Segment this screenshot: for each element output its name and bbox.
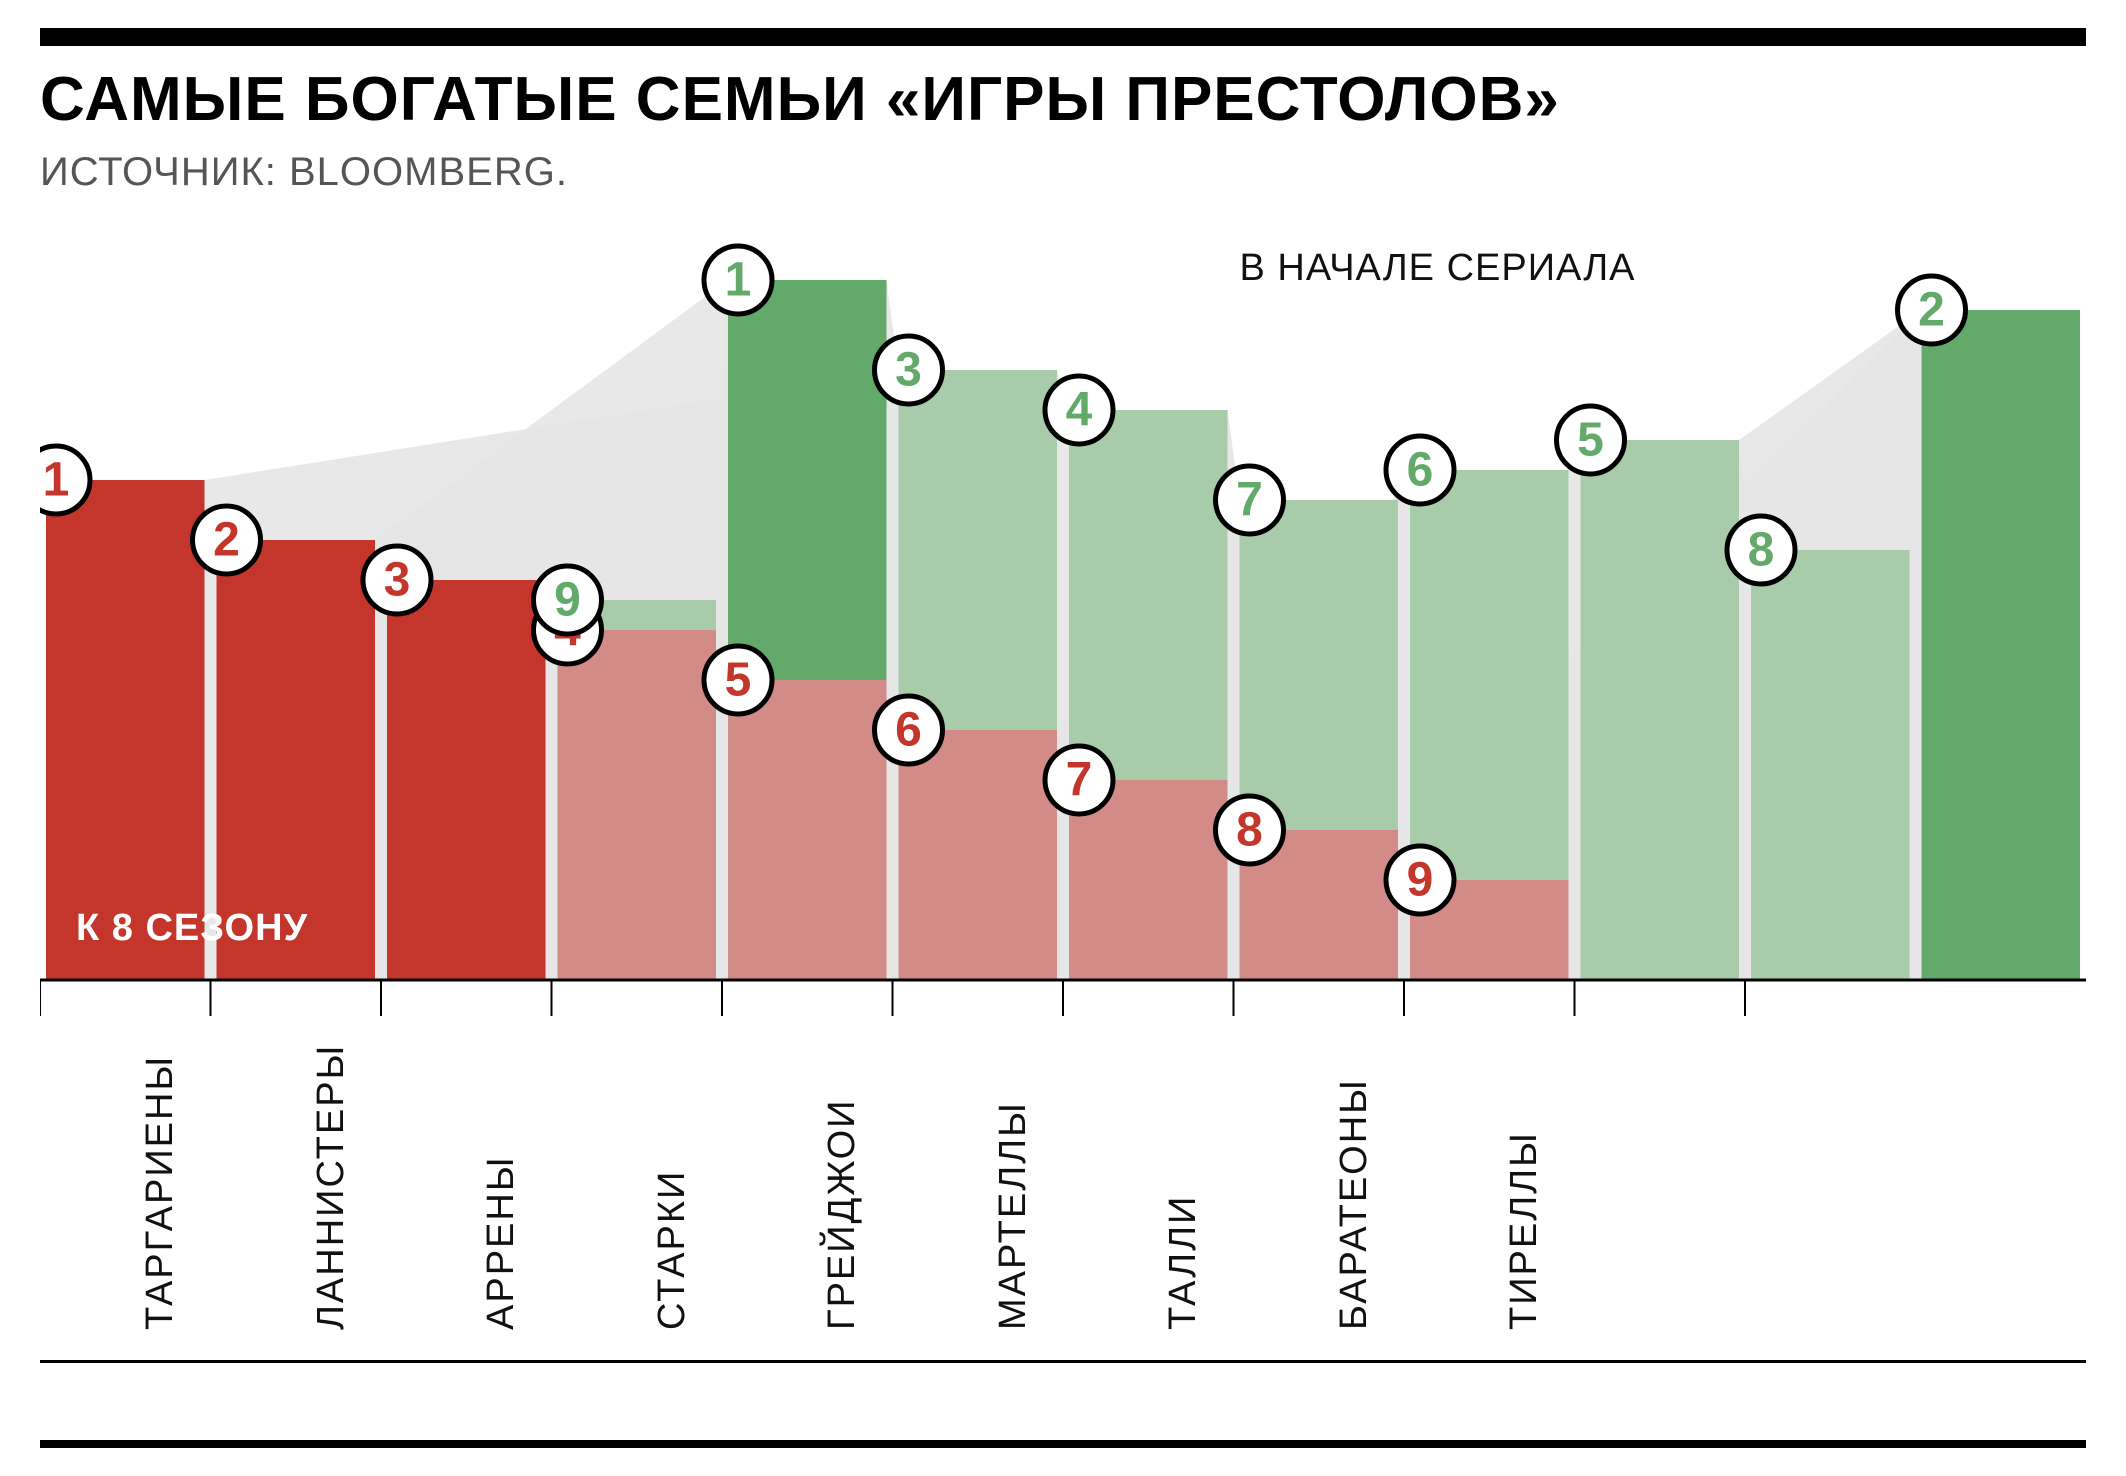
chart-title: САМЫЕ БОГАТЫЕ СЕМЬИ «ИГРЫ ПРЕСТОЛОВ»: [40, 64, 1560, 135]
svg-text:7: 7: [1066, 754, 1093, 807]
chart-source: ИСТОЧНИК: BLOOMBERG.: [40, 150, 568, 195]
svg-text:1: 1: [725, 254, 752, 307]
axis-label: ТИРЕЛЛЫ: [1503, 1131, 1546, 1330]
axis-label: МАРТЕЛЛЫ: [992, 1101, 1035, 1330]
svg-text:3: 3: [384, 554, 411, 607]
rule-under-labels: [40, 1360, 2086, 1363]
axis-label: АРРЕНЫ: [480, 1156, 523, 1330]
axis-label: ГРЕЙДЖОИ: [821, 1099, 864, 1330]
svg-text:К 8 СЕЗОНУ: К 8 СЕЗОНУ: [76, 907, 308, 949]
svg-text:9: 9: [554, 574, 581, 627]
svg-text:5: 5: [1577, 414, 1604, 467]
svg-text:4: 4: [1066, 384, 1093, 437]
svg-text:2: 2: [213, 514, 240, 567]
svg-text:3: 3: [895, 344, 922, 397]
svg-text:9: 9: [1407, 854, 1434, 907]
svg-text:8: 8: [1236, 804, 1263, 857]
svg-text:2: 2: [1918, 284, 1945, 337]
axis-label: ТАРГАРИЕНЫ: [139, 1055, 182, 1330]
svg-text:7: 7: [1236, 474, 1263, 527]
svg-text:В НАЧАЛЕ СЕРИАЛА: В НАЧАЛЕ СЕРИАЛА: [1240, 247, 1636, 289]
svg-text:1: 1: [43, 454, 70, 507]
svg-text:8: 8: [1748, 524, 1775, 577]
svg-text:6: 6: [895, 704, 922, 757]
infographic-root: САМЫЕ БОГАТЫЕ СЕМЬИ «ИГРЫ ПРЕСТОЛОВ» ИСТ…: [0, 0, 2126, 1476]
axis-label: ТАЛЛИ: [1162, 1195, 1205, 1330]
svg-text:6: 6: [1407, 444, 1434, 497]
axis-label: ЛАННИСТЕРЫ: [310, 1044, 353, 1330]
axis-label: СТАРКИ: [651, 1170, 694, 1330]
rule-top: [40, 28, 2086, 46]
rule-bottom: [40, 1440, 2086, 1448]
axis-label: БАРАТЕОНЫ: [1333, 1078, 1376, 1330]
svg-text:5: 5: [725, 654, 752, 707]
